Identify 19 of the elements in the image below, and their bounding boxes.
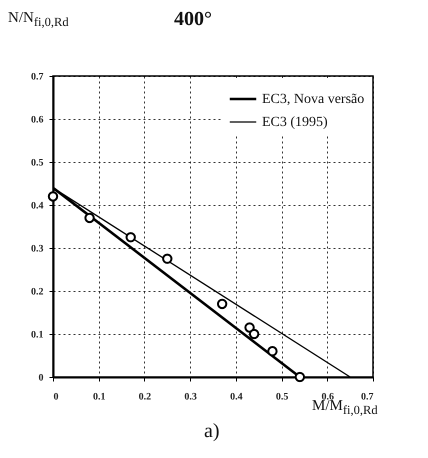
y-tick-label: 0.1 xyxy=(31,330,44,340)
x-tick-label: 0.1 xyxy=(92,392,106,402)
x-tick-label: 0.5 xyxy=(276,392,288,402)
text: a) xyxy=(204,420,220,443)
y-tick-label: 0.5 xyxy=(31,158,44,168)
y-tick-label: 0.7 xyxy=(31,72,44,82)
y-axis-title: N/N$_{fi,0,Rd}$ xyxy=(8,10,69,30)
legend-label: EC3 (1995) xyxy=(262,115,328,130)
y-tick-label: 0 xyxy=(38,372,44,384)
y-tick-label: 0.6 xyxy=(31,114,44,126)
x-tick-label: 0.4 xyxy=(230,392,243,402)
x-tick-label: 0.2 xyxy=(138,392,152,402)
chart-title: 400° xyxy=(174,8,212,31)
legend-label: EC3, Nova versão xyxy=(262,92,364,107)
x-tick-label: 0 xyxy=(54,392,58,402)
y-tick-label: 0.2 xyxy=(31,286,44,298)
y-tick-label: 0.4 xyxy=(31,200,44,212)
x-tick-label: 0.3 xyxy=(184,392,197,402)
y-tick-label: 0.3 xyxy=(31,244,44,254)
